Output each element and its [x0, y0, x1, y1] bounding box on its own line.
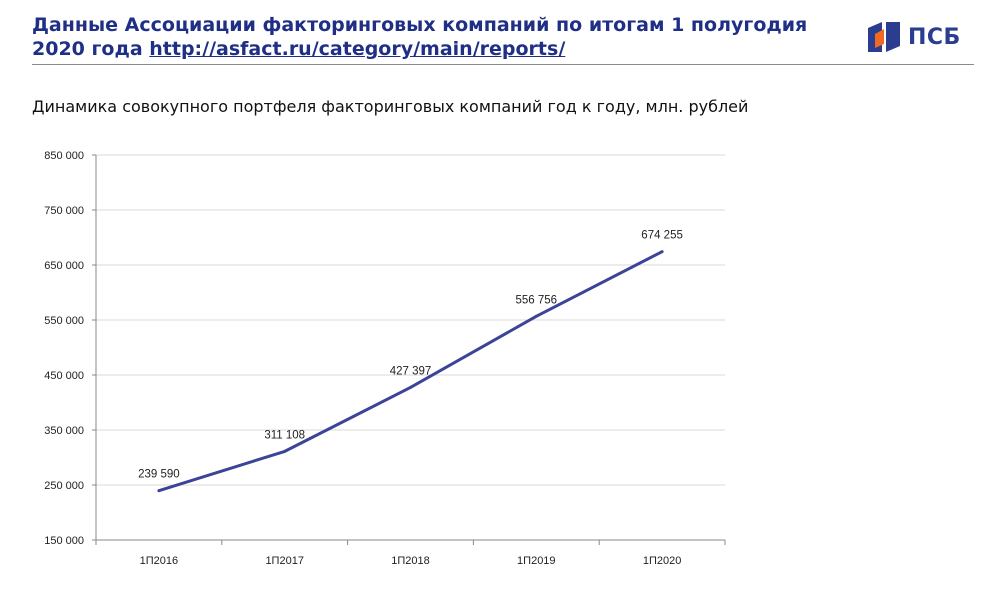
- title-text: Данные Ассоциации факторинговых компаний…: [32, 14, 808, 60]
- reports-link[interactable]: http://asfact.ru/category/main/reports/: [149, 38, 566, 60]
- data-label: 427 397: [390, 365, 432, 377]
- data-label: 556 756: [516, 294, 558, 306]
- y-tick-label: 150 000: [44, 535, 84, 547]
- psb-logo-icon: [868, 22, 900, 52]
- y-tick-label: 550 000: [44, 315, 84, 327]
- data-point: [409, 385, 412, 389]
- slide-title: Данные Ассоциации факторинговых компаний…: [32, 13, 832, 61]
- x-tick-label: 1П2018: [391, 555, 430, 567]
- series: [157, 250, 664, 493]
- x-tick-label: 1П2016: [140, 555, 179, 567]
- data-point: [660, 250, 664, 254]
- chart-subtitle: Динамика совокупного портфеля факторинго…: [32, 97, 749, 116]
- y-tick-label: 650 000: [44, 260, 84, 272]
- data-label: 674 255: [641, 230, 683, 242]
- data-point: [283, 449, 287, 453]
- x-tick-label: 1П2020: [643, 555, 682, 567]
- data-label: 239 590: [138, 469, 180, 481]
- data-point: [157, 489, 161, 493]
- y-tick-label: 450 000: [44, 370, 84, 382]
- y-axis-ticks: 150 000 250 000 350 000 450 000 550 000 650 0…: [44, 150, 84, 547]
- data-point: [534, 314, 538, 318]
- data-labels: 239 590 311 108 427 397 556 756 674 255: [138, 230, 683, 481]
- x-tick-label: 1П2017: [265, 555, 304, 567]
- axes: [92, 154, 726, 545]
- header-divider: [32, 64, 974, 65]
- y-tick-label: 250 000: [44, 480, 84, 492]
- x-tick-label: 1П2019: [517, 555, 556, 567]
- data-label: 311 108: [264, 429, 305, 441]
- psb-logo: ПСБ: [866, 20, 961, 54]
- x-axis-ticks: 1П2016 1П2017 1П2018 1П2019 1П2020: [140, 555, 682, 567]
- grid-lines: [96, 154, 725, 486]
- y-tick-label: 350 000: [44, 425, 84, 437]
- y-tick-label: 750 000: [44, 205, 84, 217]
- line-chart: 150 000 250 000 350 000 450 000 550 000 650 0…: [44, 150, 726, 567]
- logo-text: ПСБ: [908, 24, 961, 50]
- y-tick-label: 850 000: [44, 150, 84, 162]
